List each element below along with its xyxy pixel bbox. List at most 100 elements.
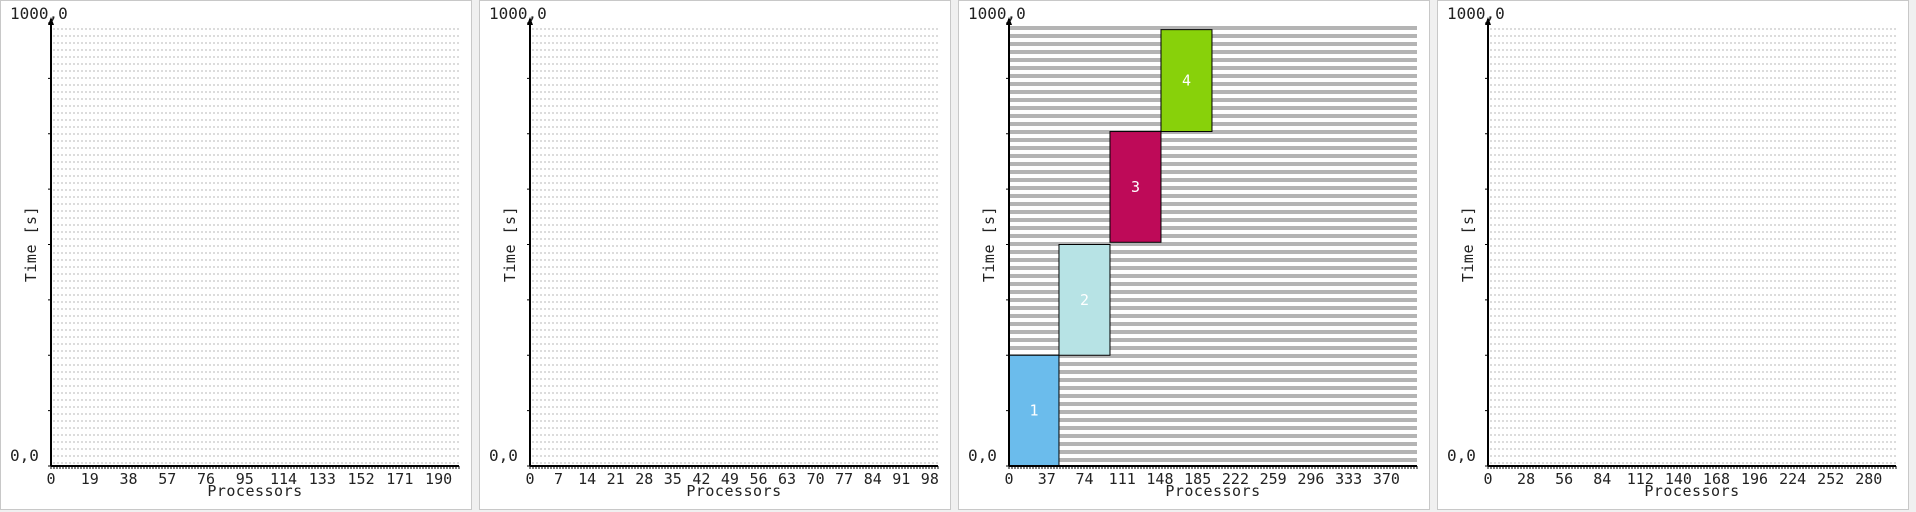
grid-band (1009, 82, 1417, 86)
x-tick-label: 49 (721, 470, 739, 488)
x-tick-label: 140 (1665, 470, 1692, 488)
grid-band (1009, 330, 1417, 334)
job-bar-1 (1008, 354, 1060, 467)
x-tick-label: 185 (1184, 470, 1211, 488)
job-bar-2 (1058, 244, 1111, 356)
job-bar-4 (1160, 29, 1213, 133)
grid-band (1009, 418, 1417, 422)
x-tick-label: 14 (578, 470, 596, 488)
grid-band (1009, 434, 1417, 438)
grid-band (1009, 402, 1417, 406)
x-tick-label: 168 (1703, 470, 1730, 488)
x-tick-label: 114 (270, 470, 297, 488)
y-max-label: 1000,0 (1447, 4, 1505, 23)
x-tick-label: 196 (1741, 470, 1768, 488)
grid-band (1009, 106, 1417, 110)
grid-band (1009, 194, 1417, 198)
y-min-label: 0,0 (968, 446, 997, 465)
grid-band (1009, 394, 1417, 398)
job-label-3: 3 (1131, 178, 1140, 196)
x-tick-label: 0 (1483, 470, 1492, 488)
grid-band (1009, 58, 1417, 62)
x-tick-label: 56 (1555, 470, 1573, 488)
grid-band (1009, 450, 1417, 454)
grid-band (1009, 162, 1417, 166)
job-label-1: 1 (1029, 402, 1038, 420)
y-axis-title: Time [s] (980, 206, 998, 282)
y-max-label: 1000,0 (968, 4, 1026, 23)
grid-band (1009, 234, 1417, 238)
grid-band (1009, 274, 1417, 278)
x-tick-label: 28 (1517, 470, 1535, 488)
grid-band (1009, 386, 1417, 390)
grid-band (1009, 186, 1417, 190)
x-tick-label: 259 (1260, 470, 1287, 488)
chart-panel-3: 1 2 3 4 0 37 74 111 148 185 222 259 296 333 370 1000,0 0… (958, 0, 1430, 510)
grid (53, 28, 459, 464)
grid-band (1009, 306, 1417, 310)
grid-band (1009, 34, 1417, 38)
x-tick-label: 91 (892, 470, 910, 488)
grid-band (1009, 218, 1417, 222)
grid-band (1009, 370, 1417, 374)
grid-band (1009, 202, 1417, 206)
x-tick-label: 171 (386, 470, 413, 488)
x-tick-label: 0 (525, 470, 534, 488)
y-axis-title: Time [s] (501, 206, 519, 282)
x-tick-label: 190 (425, 470, 452, 488)
x-tick-label: 7 (554, 470, 563, 488)
grid-band (1009, 114, 1417, 118)
grid-band (1009, 122, 1417, 126)
x-axis-title: Processors (1165, 482, 1260, 500)
grid-band (1009, 426, 1417, 430)
chart-panel-2: 0 7 14 21 28 35 42 49 56 63 70 77 84 91 98 1000,0 0,0 Pro… (479, 0, 951, 510)
y-min-label: 0,0 (1447, 446, 1476, 465)
x-tick-label: 111 (1109, 470, 1136, 488)
x-tick-label: 76 (197, 470, 215, 488)
x-tick-label: 0 (46, 470, 55, 488)
x-tick-label: 84 (864, 470, 882, 488)
x-tick-label: 77 (835, 470, 853, 488)
x-tick-label: 224 (1779, 470, 1806, 488)
grid-band (1009, 154, 1417, 158)
grid (1009, 26, 1417, 462)
grid-band (1009, 90, 1417, 94)
grid-band (1009, 178, 1417, 182)
job-label-4: 4 (1182, 72, 1191, 90)
grid-band (1009, 298, 1417, 302)
x-tick-label: 42 (692, 470, 710, 488)
x-tick-label: 19 (81, 470, 99, 488)
x-tick-label: 252 (1817, 470, 1844, 488)
x-tick-label: 370 (1373, 470, 1400, 488)
grid-band (1009, 442, 1417, 446)
grid-band (1009, 226, 1417, 230)
y-max-label: 1000,0 (489, 4, 547, 23)
x-tick-label: 112 (1627, 470, 1654, 488)
grid-band (1009, 458, 1417, 462)
x-axis-title: Processors (207, 482, 302, 500)
x-tick-label: 280 (1855, 470, 1882, 488)
grid-band (1009, 258, 1417, 262)
grid-band (1009, 98, 1417, 102)
grid-band (1009, 242, 1417, 246)
job-label-2: 2 (1080, 291, 1089, 309)
grid-band (1009, 410, 1417, 414)
x-tick-label: 84 (1593, 470, 1611, 488)
grid-band (1009, 290, 1417, 294)
x-tick-label: 0 (1004, 470, 1013, 488)
x-tick-label: 28 (635, 470, 653, 488)
x-tick-label: 35 (664, 470, 682, 488)
x-tick-label: 21 (607, 470, 625, 488)
x-tick-label: 38 (119, 470, 137, 488)
grid-band (1009, 130, 1417, 134)
x-tick-label: 56 (749, 470, 767, 488)
grid-band (1009, 26, 1417, 30)
grid-band (1009, 138, 1417, 142)
x-tick-label: 37 (1038, 470, 1056, 488)
grid-band (1009, 146, 1417, 150)
chart-panel-4: 0 28 56 84 112 140 168 196 224 252 280 1000,0 0,0 Pro… (1437, 0, 1909, 510)
x-tick-label: 74 (1075, 470, 1093, 488)
grid-band (1009, 338, 1417, 342)
y-min-label: 0,0 (10, 446, 39, 465)
